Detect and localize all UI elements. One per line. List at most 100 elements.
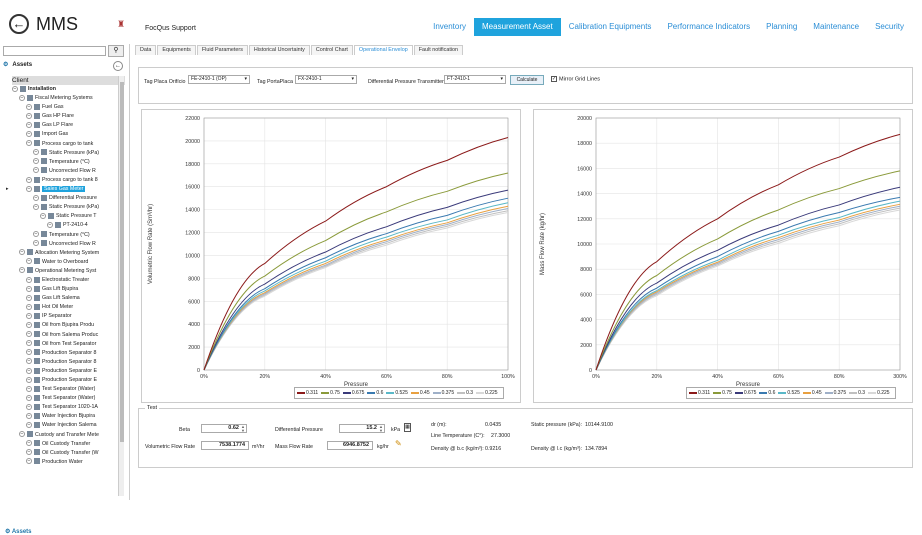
legend-item[interactable]: 0.311 — [297, 390, 318, 396]
tree-item[interactable]: − Oil from Test Separator — [12, 340, 125, 349]
tab-data[interactable]: Data — [135, 45, 157, 55]
expand-icon[interactable]: − — [26, 340, 32, 347]
legend-item[interactable]: 0.675 — [734, 390, 756, 396]
tree-item[interactable]: − Fiscal Metering Systems — [12, 94, 125, 103]
search-icon[interactable]: ⚲ — [108, 45, 124, 57]
expand-icon[interactable]: − — [26, 121, 32, 128]
tree-item[interactable]: − Oil Custody Transfer — [12, 440, 125, 449]
expand-icon[interactable]: − — [19, 267, 25, 274]
calculate-button[interactable]: Calculate — [510, 75, 544, 85]
tree-item[interactable]: − Oil from Bjupira Produ — [12, 321, 125, 330]
tree-item[interactable]: − Production Water — [12, 458, 125, 467]
expand-icon[interactable]: − — [40, 212, 46, 219]
tree-item[interactable]: − Static Pressure T — [12, 212, 125, 221]
expand-icon[interactable]: − — [26, 140, 32, 147]
tree-item[interactable]: − Static Pressure (kPa) — [12, 203, 125, 212]
expand-icon[interactable]: − — [47, 222, 53, 228]
expand-icon[interactable]: − — [19, 94, 25, 101]
tree-item[interactable]: − Production Separator E — [12, 376, 125, 385]
tab-operational-envelop[interactable]: Operational Envelop — [353, 45, 413, 55]
legend-item[interactable]: 0.45 — [802, 390, 822, 396]
expand-icon[interactable]: − — [19, 431, 25, 438]
nav-measurement-asset[interactable]: Measurement Asset — [474, 18, 561, 36]
expand-icon[interactable]: − — [26, 358, 32, 365]
expand-icon[interactable]: − — [26, 449, 32, 456]
expand-icon[interactable]: − — [26, 331, 32, 338]
checkbox-checked-icon[interactable]: ✓ — [551, 76, 557, 82]
legend-item[interactable]: 0.3 — [849, 390, 865, 396]
expand-icon[interactable]: − — [26, 376, 32, 383]
tree-item[interactable]: − Water Injection Salema — [12, 421, 125, 430]
legend-item[interactable]: 0.45 — [410, 390, 430, 396]
tree-item[interactable]: − Water Injection Bjupira — [12, 412, 125, 421]
expand-icon[interactable]: − — [26, 367, 32, 374]
expand-icon[interactable]: − — [33, 167, 39, 174]
tree-item[interactable]: − IP Separator — [12, 312, 125, 321]
legend-item[interactable]: 0.75 — [321, 390, 340, 396]
porta-select[interactable]: FX-2410-1 ▾ — [295, 75, 357, 84]
expand-icon[interactable]: − — [33, 149, 39, 156]
expand-icon[interactable]: − — [26, 176, 32, 183]
expand-icon[interactable]: − — [26, 422, 32, 429]
legend-item[interactable]: 0.6 — [367, 390, 383, 396]
nav-maintenance[interactable]: Maintenance — [813, 22, 860, 31]
tree-item[interactable]: − Static Pressure (kPa) — [12, 149, 125, 158]
legend-item[interactable]: 0.225 — [476, 390, 498, 396]
expand-icon[interactable]: − — [26, 112, 32, 119]
collapse-icon[interactable]: ← — [113, 61, 123, 71]
beta-input[interactable]: 0.62 ▲ ▼ — [201, 424, 247, 433]
mirror-grid-checkbox[interactable]: ✓ Mirror Grid Lines — [551, 76, 600, 83]
tree-item[interactable]: − Operational Metering Syst — [12, 267, 125, 276]
expand-icon[interactable]: − — [26, 285, 32, 292]
tree-item[interactable]: − Fuel Gas — [12, 103, 125, 112]
tree-scrollbar[interactable] — [118, 76, 124, 496]
legend-item[interactable]: 0.525 — [386, 390, 408, 396]
tree-item[interactable]: − Production Separator 8 — [12, 349, 125, 358]
expand-icon[interactable]: − — [26, 131, 32, 138]
tree-item[interactable]: − Gas HP Flare — [12, 112, 125, 121]
dpt-select[interactable]: FT-2410-1 ▾ — [444, 75, 506, 84]
tree-item[interactable]: − Gas Lift Salema — [12, 294, 125, 303]
dp-input[interactable]: 15.2 ▲ ▼ — [339, 424, 385, 433]
tree-item[interactable]: − Process cargo to tank 8 — [12, 176, 125, 185]
calculator-icon[interactable]: ▦ — [404, 423, 411, 432]
spinner-icon[interactable]: ▲ ▼ — [379, 424, 383, 433]
legend-item[interactable]: 0.675 — [342, 390, 364, 396]
legend-item[interactable]: 0.3 — [457, 390, 473, 396]
tree-item[interactable]: − Production Separator 8 — [12, 358, 125, 367]
expand-icon[interactable]: − — [33, 158, 39, 165]
tab-control-chart[interactable]: Control Chart — [310, 45, 353, 55]
expand-icon[interactable]: − — [33, 240, 39, 247]
search-input[interactable] — [3, 46, 106, 56]
nav-planning[interactable]: Planning — [766, 22, 798, 31]
legend-item[interactable]: 0.75 — [713, 390, 732, 396]
expand-icon[interactable]: − — [26, 412, 32, 419]
bottom-assets-label[interactable]: ⚙ Assets — [5, 529, 32, 535]
nav-calibration-equipments[interactable]: Calibration Equipments — [568, 22, 652, 31]
expand-icon[interactable]: − — [33, 203, 39, 210]
expand-icon[interactable]: − — [26, 394, 32, 401]
nav-inventory[interactable]: Inventory — [433, 22, 467, 31]
tree-item[interactable]: − Custody and Transfer Mete — [12, 431, 125, 440]
spinner-icon[interactable]: ▲ ▼ — [241, 424, 245, 433]
expand-icon[interactable]: − — [26, 403, 32, 410]
tree-item[interactable]: − Gas Lift Bjupira — [12, 285, 125, 294]
expand-icon[interactable]: − — [26, 322, 32, 329]
legend-item[interactable]: 0.311 — [689, 390, 710, 396]
tree-item[interactable]: Client — [12, 76, 125, 85]
back-arrow-icon[interactable]: ← — [9, 14, 29, 34]
expand-icon[interactable]: − — [26, 294, 32, 301]
expand-panel-icon[interactable]: ▸ — [6, 186, 9, 192]
expand-icon[interactable]: − — [26, 349, 32, 356]
tree-item[interactable]: − Hot Oil Meter — [12, 303, 125, 312]
legend-item[interactable]: 0.6 — [759, 390, 775, 396]
tree-item[interactable]: − Uncorrected Flow R — [12, 240, 125, 249]
expand-icon[interactable]: − — [26, 303, 32, 310]
tree-item[interactable]: − Test Separator 1020-1A — [12, 403, 125, 412]
orifice-select[interactable]: FE-2410-1 (OP) ▾ — [188, 75, 250, 84]
tree-item[interactable]: − Installation — [12, 85, 125, 94]
expand-icon[interactable]: − — [26, 103, 32, 110]
tree-item[interactable]: − Oil Custody Transfer (W — [12, 449, 125, 458]
tree-item[interactable]: − Uncorrected Flow R — [12, 167, 125, 176]
expand-icon[interactable]: − — [26, 276, 32, 283]
